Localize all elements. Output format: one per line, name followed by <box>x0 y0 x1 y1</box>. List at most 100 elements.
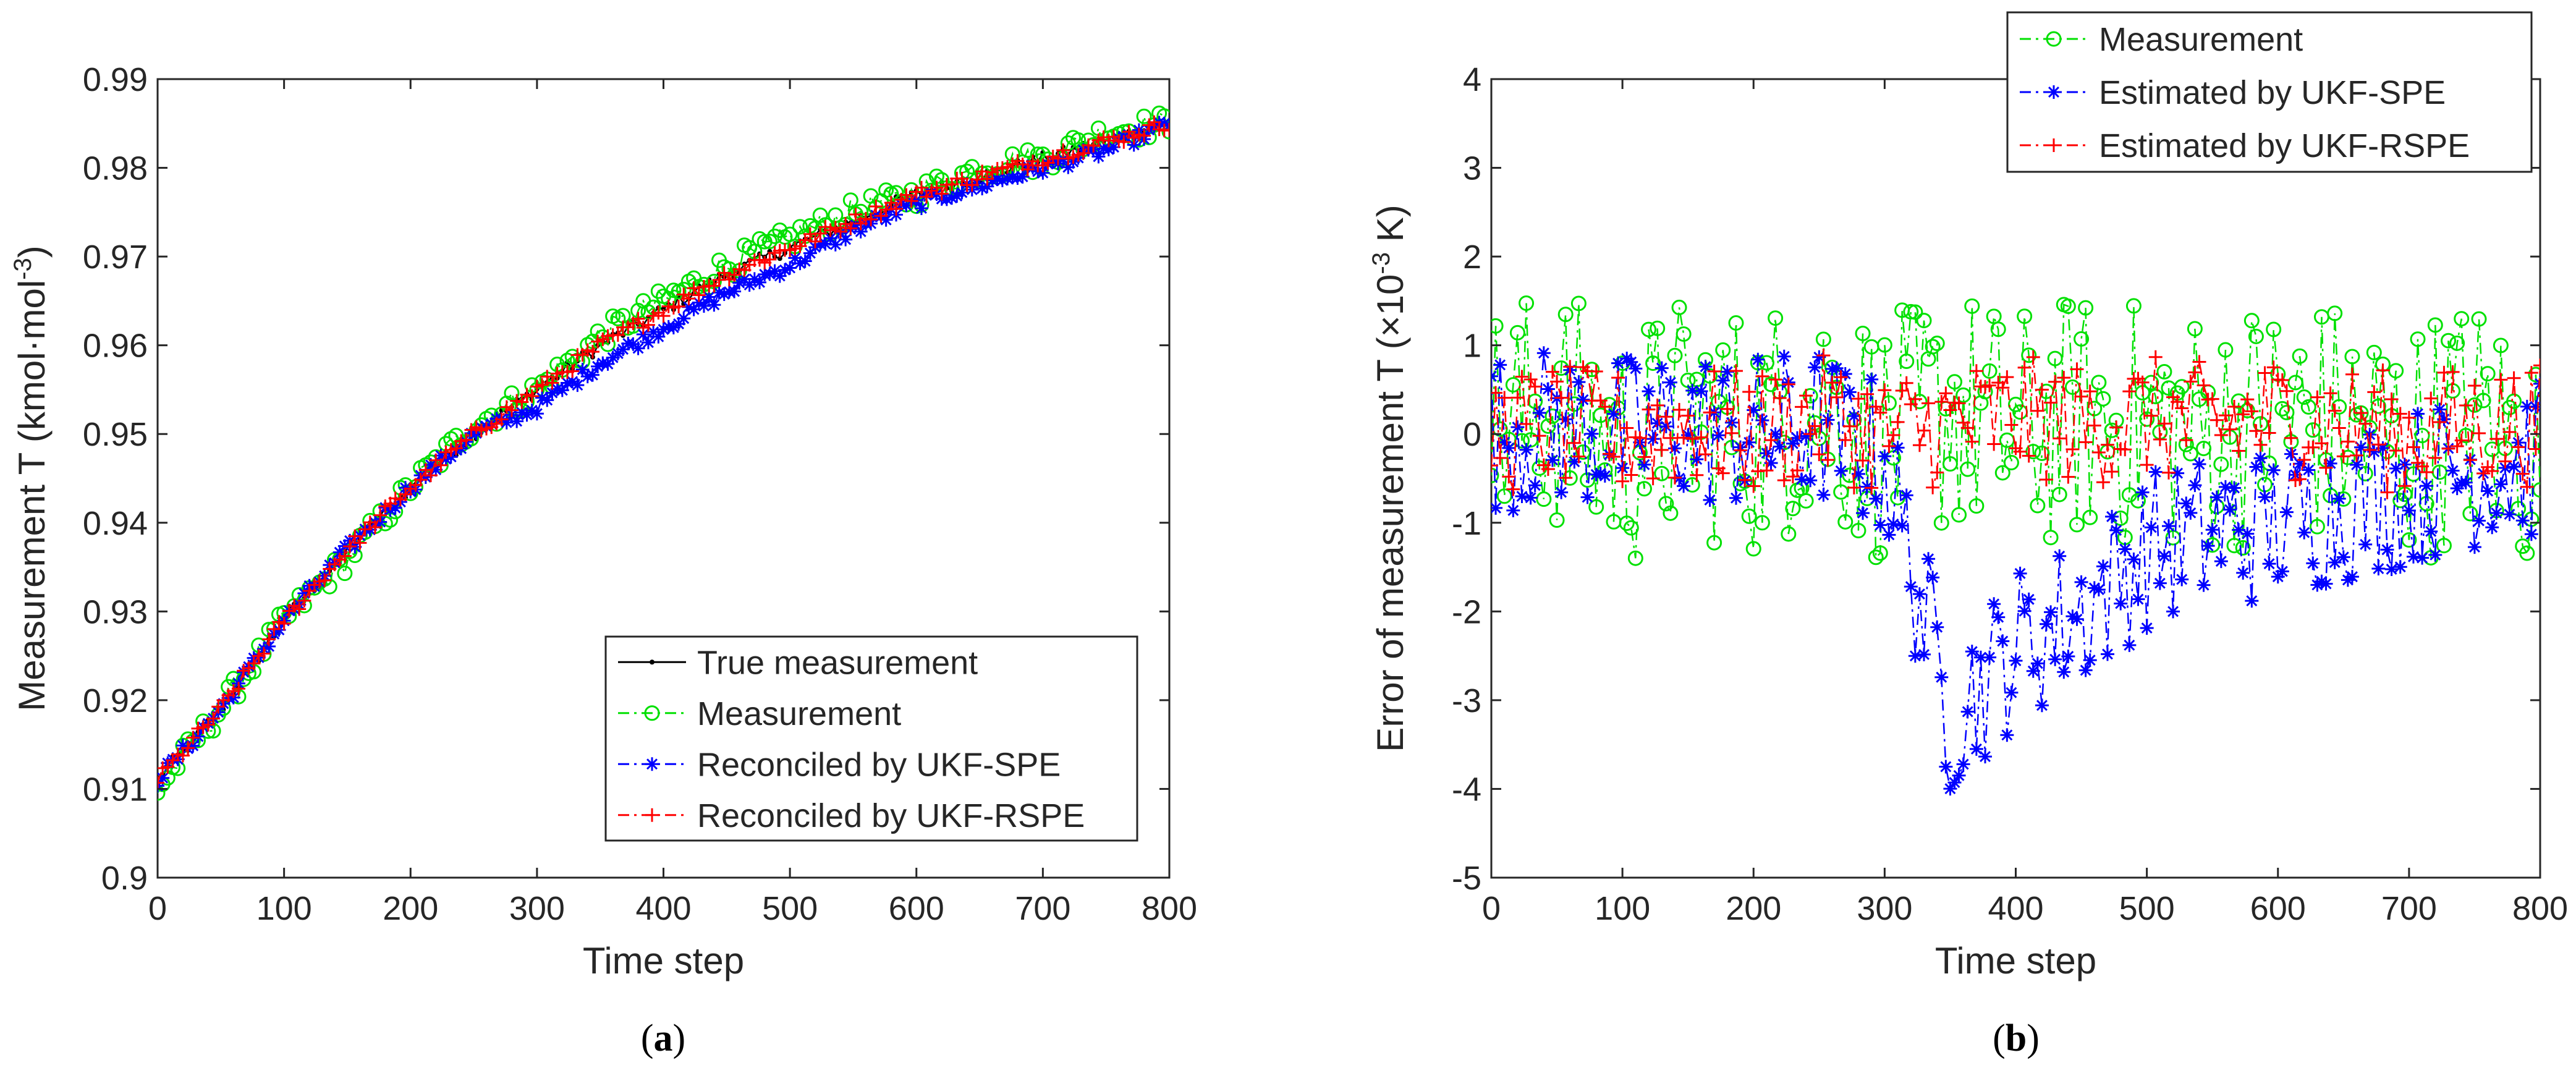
data-point <box>1645 355 1661 371</box>
data-point <box>1790 431 1804 445</box>
data-point <box>2040 617 2053 631</box>
data-point <box>650 283 666 299</box>
data-point <box>1803 427 1818 441</box>
data-point <box>1536 346 1551 360</box>
data-point <box>2022 449 2036 463</box>
data-point <box>2533 358 2540 373</box>
data-point <box>2153 432 2167 446</box>
data-point <box>611 328 625 342</box>
data-point <box>1899 488 1913 502</box>
data-point <box>256 646 271 661</box>
data-point <box>864 213 878 227</box>
data-point <box>2357 465 2373 481</box>
y-tick-label: 0.98 <box>83 150 148 187</box>
data-point <box>1659 410 1673 424</box>
data-point <box>1161 124 1169 140</box>
data-point <box>2192 355 2206 369</box>
data-point <box>773 269 787 283</box>
data-point <box>1544 408 1561 424</box>
data-point <box>2232 444 2246 458</box>
data-point <box>1842 419 1857 433</box>
data-point <box>1869 491 1883 506</box>
data-point <box>2240 392 2255 407</box>
data-point <box>1706 535 1722 551</box>
data-point <box>585 345 600 359</box>
data-point <box>1496 488 1512 504</box>
series-reconciled-by-ukf-rspe <box>158 115 1169 790</box>
data-point <box>1572 449 1586 464</box>
data-point <box>1523 372 1538 386</box>
legend-marker <box>645 757 659 771</box>
data-point <box>2315 574 2329 588</box>
legend-marker <box>645 808 659 822</box>
data-point <box>1930 620 1944 634</box>
x-tick-label: 600 <box>2250 890 2306 927</box>
data-point <box>2354 440 2368 454</box>
data-point <box>2245 594 2259 608</box>
data-point <box>1636 481 1652 497</box>
data-point <box>277 616 291 630</box>
y-tick-label: 0.94 <box>83 505 148 542</box>
data-point <box>1860 387 1875 401</box>
data-point <box>1956 757 1970 771</box>
data-point <box>1825 376 1839 390</box>
data-point <box>2458 428 2474 444</box>
data-point <box>1633 431 1647 445</box>
data-point <box>2245 404 2259 418</box>
data-point <box>1908 649 1922 663</box>
data-point <box>262 639 276 653</box>
data-point <box>1865 372 1879 386</box>
data-point <box>2135 485 2150 499</box>
data-point <box>2319 577 2333 591</box>
data-point <box>1637 450 1651 464</box>
legend: Measurement Estimated by UKF-SPE Estimated… <box>2006 11 2533 173</box>
data-point <box>1681 409 1695 423</box>
data-point <box>1611 371 1625 385</box>
data-point <box>2253 451 2268 465</box>
data-point <box>1550 375 1564 389</box>
data-point <box>2454 433 2468 447</box>
data-point <box>1629 362 1643 376</box>
data-point <box>1117 135 1131 149</box>
data-point <box>2047 350 2063 367</box>
data-point <box>1952 768 1966 782</box>
data-point <box>2363 443 2377 457</box>
panel-caption: (a) <box>641 1017 685 1059</box>
data-point <box>753 275 767 289</box>
y-tick-label: -1 <box>1452 505 1481 542</box>
data-point <box>939 192 954 206</box>
data-point <box>535 378 549 392</box>
data-point <box>2144 409 2158 423</box>
data-point <box>1593 467 1608 481</box>
data-point <box>1677 479 1691 493</box>
data-point <box>1912 394 1928 410</box>
data-point <box>2205 523 2219 537</box>
data-point <box>267 622 281 636</box>
data-point <box>1672 403 1687 417</box>
y-tick-label: 0.91 <box>83 771 148 808</box>
data-point <box>2528 400 2540 414</box>
data-point <box>2226 538 2242 554</box>
data-point <box>1904 580 1918 594</box>
data-point <box>2258 490 2272 504</box>
data-point <box>2243 313 2260 329</box>
data-point <box>2074 575 2088 589</box>
data-point <box>1952 396 1966 410</box>
data-point <box>1764 456 1778 470</box>
data-point <box>2358 417 2373 431</box>
data-point <box>1491 386 1503 400</box>
chart-panel-b: -5 -4 -3 -2 -1 0 1 2 3 4 0 100 200 300 400 500 600 700 800… <box>1368 11 2568 1059</box>
data-point <box>191 729 205 744</box>
data-point <box>1624 468 1638 482</box>
data-point <box>1502 441 1516 455</box>
data-point <box>2179 496 2193 511</box>
data-point <box>2344 349 2360 365</box>
data-point <box>530 407 544 421</box>
data-point <box>2222 502 2237 517</box>
data-point <box>1873 518 1888 532</box>
data-point <box>1528 379 1542 394</box>
data-point <box>1491 467 1499 483</box>
data-point <box>1947 776 1962 790</box>
data-point <box>2153 576 2167 590</box>
data-point <box>1729 491 1743 505</box>
